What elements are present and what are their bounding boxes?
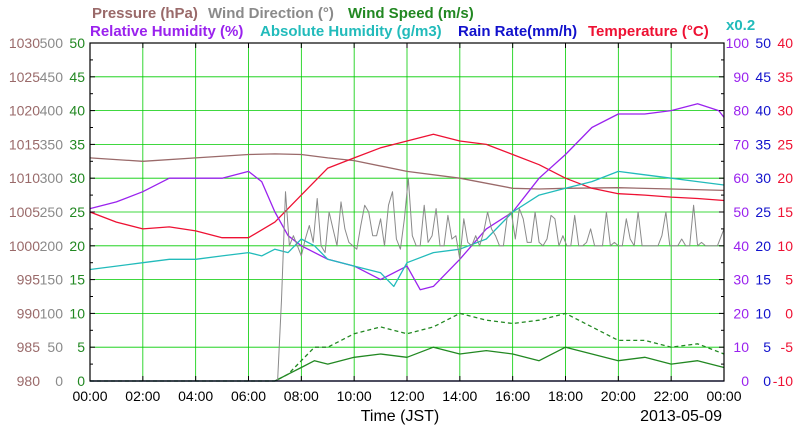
date-label: 2013-05-09 <box>640 408 722 425</box>
x-tick-label: 10:00 <box>337 388 372 404</box>
y-tick-label-wind_direction: 250 <box>40 204 64 220</box>
y-tick-label-wind_speed: 35 <box>69 136 85 152</box>
scale-note: x0.2 <box>726 17 755 34</box>
x-tick-label: 00:00 <box>72 388 107 404</box>
y-tick-label-rain_rate: 40 <box>755 103 771 119</box>
legend-pressure: Pressure (hPa) <box>92 5 198 22</box>
y-tick-label-rain_rate: 15 <box>755 272 771 288</box>
legend-wind-direction: Wind Direction (°) <box>208 5 334 22</box>
y-tick-label-wind_direction: 200 <box>40 238 64 254</box>
y-tick-label-rain_rate: 45 <box>755 69 771 85</box>
y-tick-label-pressure: 990 <box>17 305 41 321</box>
y-tick-label-temperature: 30 <box>777 103 793 119</box>
series-relative-humidity <box>89 103 725 291</box>
y-tick-label-wind_speed: 25 <box>69 204 85 220</box>
series-absolute-humidity <box>89 170 725 288</box>
y-tick-label-temperature: 20 <box>777 170 793 186</box>
series-wind-direction <box>90 177 725 382</box>
y-tick-label-pressure: 1005 <box>9 204 40 220</box>
series-temperature <box>89 133 725 239</box>
x-tick-label: 04:00 <box>178 388 213 404</box>
y-tick-label-temperature: 25 <box>777 136 793 152</box>
x-tick-label: 20:00 <box>601 388 636 404</box>
legend-absolute-humidity: Absolute Humidity (g/m3) <box>260 23 442 40</box>
y-tick-label-temperature: 40 <box>777 35 793 51</box>
series-wind-speed-gust <box>90 312 725 382</box>
y-tick-label-relative_humidity: 10 <box>733 339 749 355</box>
y-tick-label-pressure: 1020 <box>9 103 40 119</box>
y-tick-label-temperature: 35 <box>777 69 793 85</box>
y-tick-label-wind_direction: 50 <box>47 339 63 355</box>
y-tick-label-pressure: 1010 <box>9 170 40 186</box>
y-tick-label-temperature: 0 <box>785 305 793 321</box>
y-tick-label-relative_humidity: 80 <box>733 103 749 119</box>
y-tick-label-wind_speed: 40 <box>69 103 85 119</box>
y-tick-label-relative_humidity: 90 <box>733 69 749 85</box>
y-tick-label-relative_humidity: 30 <box>733 272 749 288</box>
x-tick-label: 18:00 <box>548 388 583 404</box>
y-tick-label-wind_direction: 450 <box>40 69 64 85</box>
legend-relative-humidity: Relative Humidity (%) <box>90 23 243 40</box>
y-tick-label-wind_speed: 0 <box>77 373 85 389</box>
y-tick-label-wind_direction: 0 <box>55 373 63 389</box>
grid <box>90 43 724 381</box>
y-tick-label-pressure: 995 <box>17 272 41 288</box>
x-tick-label: 22:00 <box>654 388 689 404</box>
legend-rain-rate: Rain Rate(mm/h) <box>458 23 577 40</box>
y-tick-label-wind_direction: 300 <box>40 170 64 186</box>
y-tick-label-wind_speed: 20 <box>69 238 85 254</box>
y-tick-label-temperature: -5 <box>781 339 794 355</box>
y-tick-label-relative_humidity: 50 <box>733 204 749 220</box>
y-tick-label-wind_speed: 30 <box>69 170 85 186</box>
y-tick-label-wind_speed: 5 <box>77 339 85 355</box>
x-axis-label: Time (JST) <box>361 408 440 425</box>
x-tick-label: 16:00 <box>495 388 530 404</box>
y-tick-label-relative_humidity: 0 <box>741 373 749 389</box>
y-tick-label-wind_direction: 100 <box>40 305 64 321</box>
y-tick-label-temperature: 15 <box>777 204 793 220</box>
legend-wind-speed: Wind Speed (m/s) <box>348 5 474 22</box>
y-tick-label-temperature: 10 <box>777 238 793 254</box>
y-tick-label-rain_rate: 10 <box>755 305 771 321</box>
y-tick-label-pressure: 1030 <box>9 35 40 51</box>
x-tick-label: 08:00 <box>284 388 319 404</box>
y-tick-label-rain_rate: 30 <box>755 170 771 186</box>
x-tick-label: 14:00 <box>442 388 477 404</box>
y-tick-label-pressure: 1000 <box>9 238 40 254</box>
legend-temperature: Temperature (°C) <box>588 23 709 40</box>
x-tick-label: 02:00 <box>125 388 160 404</box>
y-tick-label-rain_rate: 20 <box>755 238 771 254</box>
y-tick-label-relative_humidity: 100 <box>726 35 750 51</box>
y-tick-label-wind_direction: 500 <box>40 35 64 51</box>
y-tick-label-pressure: 985 <box>17 339 41 355</box>
y-tick-label-rain_rate: 50 <box>755 35 771 51</box>
y-tick-label-pressure: 980 <box>17 373 41 389</box>
y-tick-label-temperature: -10 <box>773 373 793 389</box>
y-tick-label-wind_speed: 15 <box>69 272 85 288</box>
x-tick-label: 06:00 <box>231 388 266 404</box>
y-tick-label-wind_speed: 50 <box>69 35 85 51</box>
y-tick-label-relative_humidity: 20 <box>733 305 749 321</box>
x-tick-label: 12:00 <box>389 388 424 404</box>
y-tick-label-wind_speed: 45 <box>69 69 85 85</box>
y-tick-label-wind_direction: 150 <box>40 272 64 288</box>
y-tick-label-wind_direction: 400 <box>40 103 64 119</box>
y-tick-label-rain_rate: 35 <box>755 136 771 152</box>
x-tick-label: 00:00 <box>706 388 741 404</box>
y-tick-label-pressure: 1015 <box>9 136 40 152</box>
y-tick-label-relative_humidity: 60 <box>733 170 749 186</box>
y-tick-label-relative_humidity: 40 <box>733 238 749 254</box>
y-tick-label-rain_rate: 5 <box>763 339 771 355</box>
y-tick-label-wind_speed: 10 <box>69 305 85 321</box>
y-tick-label-temperature: 5 <box>785 272 793 288</box>
y-tick-label-wind_direction: 350 <box>40 136 64 152</box>
y-tick-label-rain_rate: 0 <box>763 373 771 389</box>
y-tick-label-pressure: 1025 <box>9 69 40 85</box>
axes-layer: 00:00 02:00 04:00 06:00 08:00 10:00 12:00 14:00… <box>9 35 793 404</box>
y-tick-label-rain_rate: 25 <box>755 204 771 220</box>
y-tick-label-relative_humidity: 70 <box>733 136 749 152</box>
